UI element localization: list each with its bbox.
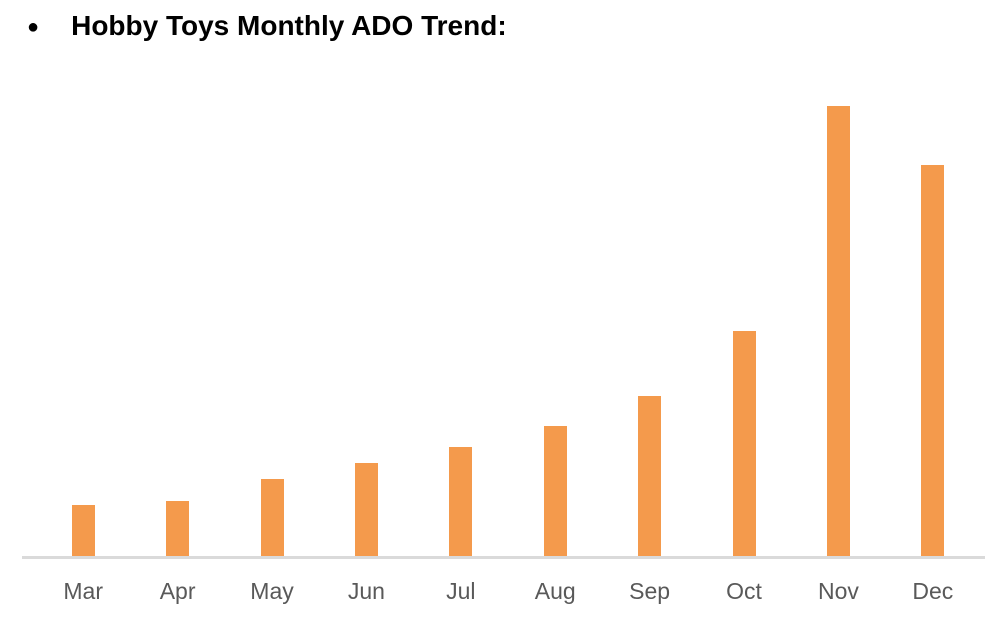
x-axis-labels: Mar Apr May Jun Jul Aug Sep Oct Nov Dec bbox=[36, 578, 980, 605]
x-tick-label-jun: Jun bbox=[347, 578, 385, 604]
x-tick-label-nov: Nov bbox=[818, 578, 859, 604]
bar-column-sep bbox=[602, 106, 696, 556]
bar-column-oct bbox=[697, 106, 791, 556]
x-tick-label-may: May bbox=[250, 578, 294, 604]
x-tick-label-jul: Jul bbox=[446, 578, 476, 604]
bar-column-may bbox=[225, 106, 319, 556]
bullet-icon: ● bbox=[27, 16, 40, 38]
bar-column-apr bbox=[130, 106, 224, 556]
plot-area bbox=[36, 106, 980, 556]
page-title: Hobby Toys Monthly ADO Trend: bbox=[71, 10, 507, 41]
bar-column-aug bbox=[508, 106, 602, 556]
bar-jun bbox=[354, 462, 378, 556]
x-tick-label-oct: Oct bbox=[726, 578, 762, 604]
bar-jul bbox=[449, 447, 473, 556]
bar-aug bbox=[543, 425, 567, 556]
bar-column-jun bbox=[319, 106, 413, 556]
bar-apr bbox=[166, 501, 190, 556]
x-tick-label-apr: Apr bbox=[159, 578, 196, 604]
x-axis-line bbox=[22, 556, 985, 559]
x-tick-label-sep: Sep bbox=[629, 578, 671, 604]
bar-column-dec bbox=[886, 106, 980, 556]
chart-title-row: ● Hobby Toys Monthly ADO Trend: bbox=[27, 10, 507, 42]
x-tick-label-aug: Aug bbox=[534, 578, 576, 604]
bar-sep bbox=[638, 395, 662, 556]
bar-mar bbox=[71, 505, 95, 556]
bar-oct bbox=[732, 331, 756, 556]
bar-may bbox=[260, 479, 284, 556]
bar-dec bbox=[921, 164, 945, 556]
x-tick-label-mar: Mar bbox=[63, 578, 104, 604]
bar-nov bbox=[826, 106, 850, 556]
bar-column-jul bbox=[414, 106, 508, 556]
bar-column-mar bbox=[36, 106, 130, 556]
bar-column-nov bbox=[791, 106, 885, 556]
x-tick-label-dec: Dec bbox=[912, 578, 954, 604]
